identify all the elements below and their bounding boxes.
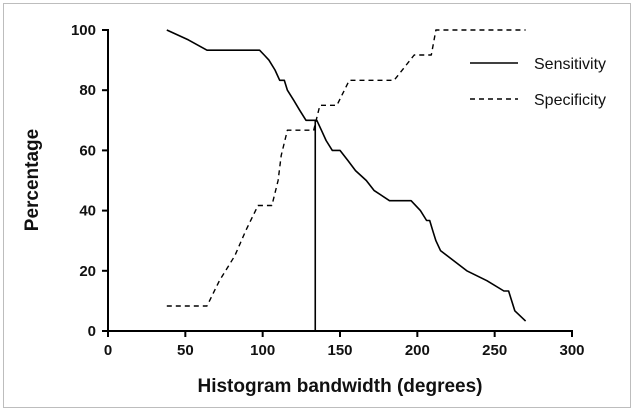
y-axis-label: Percentage [22, 129, 43, 231]
y-ticks: 0 20 40 60 80 100 [71, 22, 108, 340]
x-tick-label: 200 [405, 342, 430, 359]
y-tick-label: 40 [79, 203, 96, 220]
x-tick-label: 250 [482, 342, 507, 359]
series-line-sensitivity [166, 29, 527, 322]
y-tick-label: 0 [88, 323, 96, 340]
axes [107, 29, 573, 332]
x-tick-label: 300 [559, 342, 584, 359]
series-group [166, 29, 527, 322]
y-tick-label: 20 [79, 263, 96, 280]
y-tick-label: 80 [79, 82, 96, 99]
x-tick-label: 50 [177, 342, 194, 359]
series-line-specificity [166, 29, 526, 307]
legend: Sensitivity Specificity [470, 56, 606, 109]
legend-specificity-label: Specificity [534, 92, 606, 109]
y-tick-label: 100 [71, 22, 96, 39]
y-tick-label: 60 [79, 142, 96, 159]
x-tick-label: 100 [250, 342, 275, 359]
x-ticks: 0 50 100 150 200 250 300 [104, 331, 585, 359]
legend-sensitivity-label: Sensitivity [534, 56, 606, 73]
x-tick-label: 150 [327, 342, 352, 359]
x-tick-label: 0 [104, 342, 112, 359]
x-axis-label: Histogram bandwidth (degrees) [197, 376, 482, 397]
